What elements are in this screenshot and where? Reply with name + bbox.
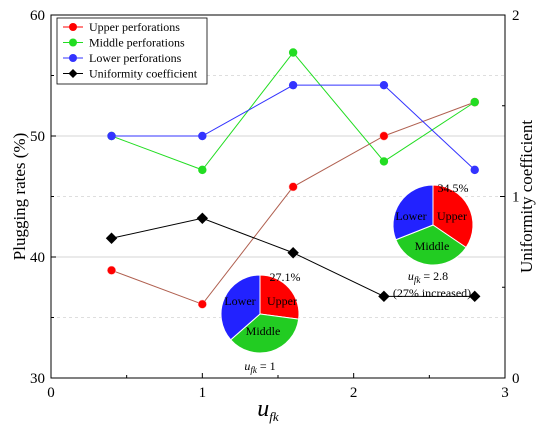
- pie-label-middle: Middle: [246, 324, 281, 338]
- pie-caption-value: = 2.8: [420, 269, 448, 283]
- x-axis-title-main: u: [257, 396, 269, 422]
- x-axis-title: ufk: [257, 396, 279, 424]
- pie-slice-middle: [230, 313, 300, 354]
- pie-caption-main: u: [244, 359, 250, 373]
- series-point: [470, 165, 479, 175]
- legend-item-1: Middle perforations: [63, 36, 185, 50]
- legend-item-3: Uniformity coefficient: [63, 67, 198, 81]
- pie-slice-middle: [395, 224, 467, 266]
- legend-swatch-marker: [69, 38, 77, 47]
- y-right-tick-label: 0: [512, 371, 520, 387]
- y-left-tick-label: 40: [30, 250, 45, 266]
- x-axis-title-sub: fk: [269, 409, 279, 424]
- series-point: [198, 165, 207, 175]
- pie-slice-lower: [220, 274, 261, 341]
- series-point: [288, 80, 298, 90]
- series-point: [107, 131, 116, 141]
- pie-highlight-percent: 34.5%: [438, 181, 469, 195]
- axes: 0 1 2 3 30 40 50 60 0 1 2 Plugging rates (%) Uniform…: [10, 8, 536, 424]
- legend-swatch-marker: [69, 54, 77, 62]
- pie-slice-lower: [392, 184, 434, 241]
- series-point: [379, 80, 389, 90]
- pie-caption-sub: fk: [414, 275, 422, 285]
- y-left-axis-title: Plugging rates (%): [10, 133, 29, 260]
- pie-slice-upper: [432, 184, 474, 249]
- series-point: [198, 131, 207, 141]
- series-point: [288, 48, 298, 57]
- series-layer: [105, 48, 481, 309]
- y-left-tick-label: 30: [30, 371, 45, 387]
- legend-swatch-marker: [68, 69, 78, 78]
- y-right-tick-label: 1: [512, 190, 520, 206]
- series-point: [288, 182, 298, 192]
- legend-label: Lower perforations: [89, 51, 182, 65]
- pie-caption-sub: fk: [250, 365, 258, 375]
- pie-caption-main: u: [408, 269, 414, 283]
- series-point: [196, 212, 209, 224]
- pie-label-middle: Middle: [415, 239, 450, 253]
- y-left-tick-label: 50: [30, 129, 45, 145]
- legend-label: Middle perforations: [89, 36, 185, 50]
- series-point: [378, 290, 390, 303]
- pie-chart-1: Upper Middle Lower 27.1% ufk = 1: [220, 270, 301, 375]
- series-point: [107, 265, 116, 275]
- pie-label-lower: Lower: [395, 209, 426, 223]
- series-point: [379, 157, 389, 166]
- pie-label-upper: Upper: [267, 294, 297, 308]
- x-tick-label: 1: [199, 385, 207, 401]
- pie-caption: ufk = 2.8: [408, 269, 448, 285]
- legend-item-2: Lower perforations: [63, 51, 182, 65]
- x-tick-label: 0: [47, 385, 55, 401]
- legend-item-0: Upper perforations: [63, 20, 180, 34]
- legend-swatch-marker: [69, 23, 77, 31]
- y-right-tick-label: 2: [512, 8, 520, 24]
- series-point: [287, 247, 299, 259]
- legend-label: Uniformity coefficient: [89, 67, 198, 81]
- series-point: [469, 290, 481, 303]
- x-tick-label: 2: [350, 385, 358, 401]
- series-point: [470, 97, 479, 107]
- legend-label: Upper perforations: [89, 20, 180, 34]
- pie-caption: ufk = 1: [244, 359, 275, 375]
- series-point: [379, 131, 389, 141]
- pie-label-lower: Lower: [224, 294, 255, 308]
- x-tick-label: 3: [501, 385, 509, 401]
- y-right-axis-title: Uniformity coefficient: [517, 120, 536, 273]
- y-left-tick-label: 60: [30, 8, 45, 24]
- series-point: [197, 299, 207, 309]
- pie-slice-upper: [259, 274, 300, 320]
- pie-caption-value: = 1: [257, 359, 276, 373]
- series-line-2: [111, 84, 476, 171]
- pie-label-upper: Upper: [437, 209, 467, 223]
- legend: Upper perforations Middle perforationsLow…: [56, 17, 208, 85]
- series-point: [105, 232, 118, 244]
- pie-note: (27% increased): [393, 286, 471, 300]
- pie-highlight-percent: 27.1%: [270, 270, 301, 284]
